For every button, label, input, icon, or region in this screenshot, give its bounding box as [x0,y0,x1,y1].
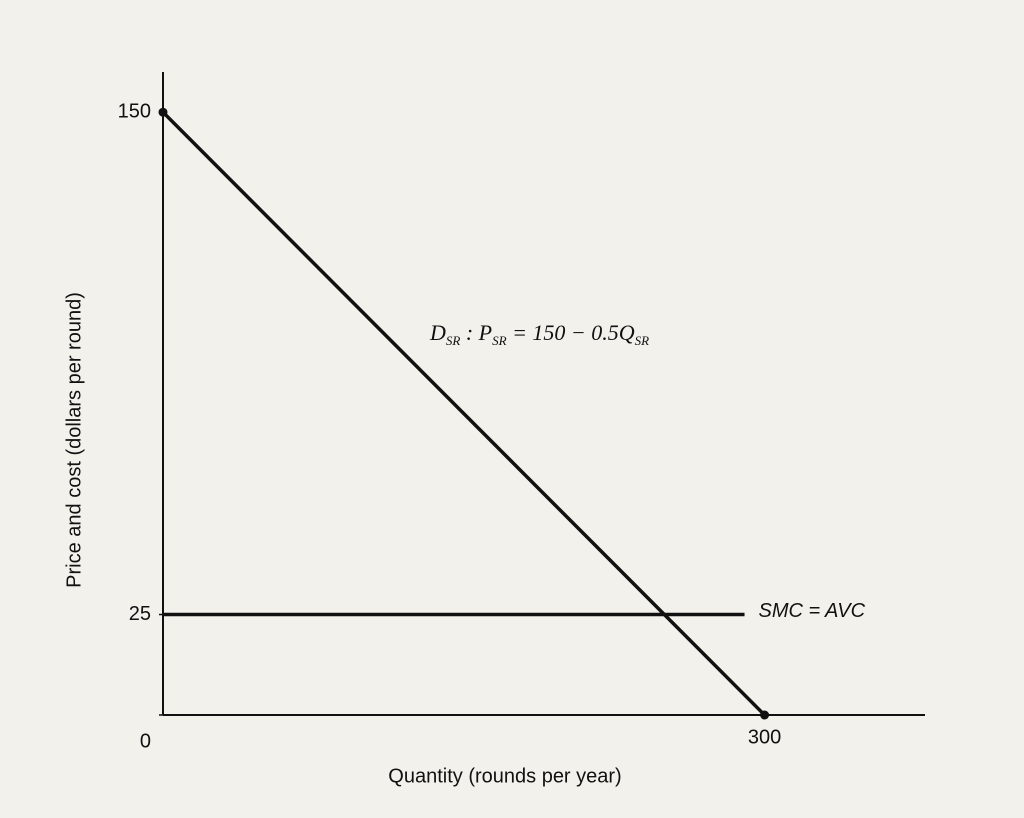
y-tick-label: 25 [129,603,151,625]
point [760,710,770,720]
label-text: D [429,320,446,345]
y-tick-label: 0 [140,730,151,752]
y-tick-label: 150 [118,100,151,122]
x-axis-title: Quantity (rounds per year) [388,765,621,787]
y-axis-title: Price and cost (dollars per round) [63,292,85,588]
label-subscript: SR [492,333,507,348]
label-text: : P [460,320,492,345]
point [158,107,168,117]
label-subscript: SR [635,333,650,348]
x-tick-label: 300 [748,726,781,748]
label-text: = 150 − 0.5Q [507,320,635,345]
series-label: SMC = AVC [759,600,866,622]
series-label: DSR : PSR = 150 − 0.5QSR [429,320,649,348]
label-subscript: SR [446,333,461,348]
line [161,110,766,717]
